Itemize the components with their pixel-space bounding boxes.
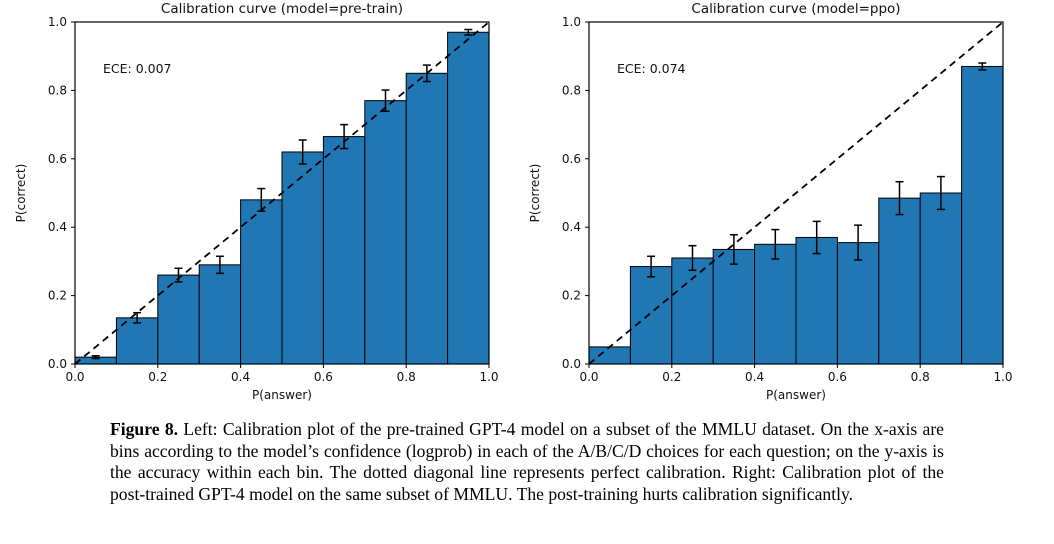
y-tick-label: 0.0 bbox=[48, 357, 67, 371]
x-tick-label: 0.2 bbox=[148, 370, 167, 384]
x-tick-label: 0.0 bbox=[65, 370, 84, 384]
y-tick-label: 0.6 bbox=[48, 152, 67, 166]
y-tick-label: 0.8 bbox=[562, 83, 581, 97]
chart-title: Calibration curve (model=ppo) bbox=[691, 1, 901, 17]
bar bbox=[322, 136, 366, 365]
x-tick-label: 0.2 bbox=[662, 370, 681, 384]
bar bbox=[712, 248, 756, 365]
y-tick-label: 0.2 bbox=[562, 289, 581, 303]
x-tick-label: 0.4 bbox=[745, 370, 764, 384]
y-tick-label: 1.0 bbox=[562, 15, 581, 29]
y-tick-label: 0.4 bbox=[48, 220, 67, 234]
y-tick-label: 0.4 bbox=[562, 220, 581, 234]
ece-annotation: ECE: 0.074 bbox=[617, 61, 686, 76]
bar bbox=[364, 100, 407, 365]
chart-title: Calibration curve (model=pre-train) bbox=[160, 1, 404, 17]
x-axis-label: P(answer) bbox=[252, 388, 312, 402]
plot-frame bbox=[74, 21, 490, 365]
x-tick-label: 0.8 bbox=[911, 370, 930, 384]
x-tick-label: 1.0 bbox=[993, 370, 1012, 384]
x-tick-label: 0.6 bbox=[314, 370, 333, 384]
bar bbox=[447, 31, 490, 365]
x-tick-label: 0.6 bbox=[828, 370, 847, 384]
bar bbox=[878, 197, 921, 365]
bar bbox=[671, 257, 714, 365]
diagonal-line bbox=[588, 21, 1004, 365]
bar bbox=[281, 151, 324, 365]
x-tick-label: 0.4 bbox=[231, 370, 250, 384]
calibration-chart-pretrain: Calibration curve (model=pre-train) ECE:… bbox=[0, 0, 527, 412]
calibration-plot-pretrain: 0.0 0.2 0.4 0.6 0.8 1.0 0.0 0.2 0.4 0.6 0.8 1.0 bbox=[48, 15, 499, 384]
figure-caption: Figure 8. Left: Calibration plot of the … bbox=[110, 419, 944, 506]
bar bbox=[754, 243, 797, 365]
y-tick-label: 0.6 bbox=[562, 152, 581, 166]
x-tick-label: 0.8 bbox=[397, 370, 416, 384]
calibration-plot-ppo: 0.0 0.2 0.4 0.6 0.8 1.0 0.0 0.2 0.4 0.6 0.8 1.0 bbox=[562, 15, 1013, 384]
bar bbox=[836, 242, 880, 365]
x-tick-label: 0.0 bbox=[579, 370, 598, 384]
bar bbox=[240, 199, 283, 365]
bar bbox=[405, 72, 449, 365]
bar bbox=[588, 346, 631, 365]
x-tick-label: 1.0 bbox=[479, 370, 498, 384]
bar bbox=[157, 274, 200, 365]
bar bbox=[795, 236, 838, 365]
bar bbox=[629, 266, 673, 365]
figure-caption-text: Left: Calibration plot of the pre-traine… bbox=[110, 419, 944, 505]
bar bbox=[198, 264, 242, 365]
y-tick-label: 1.0 bbox=[48, 15, 67, 29]
diagonal-line bbox=[74, 21, 490, 365]
calibration-chart-ppo: Calibration curve (model=ppo) ECE: 0.074… bbox=[514, 0, 1041, 412]
y-tick-label: 0.0 bbox=[562, 357, 581, 371]
bar bbox=[919, 192, 963, 365]
bar bbox=[961, 65, 1004, 365]
figure-caption-label: Figure 8. bbox=[110, 419, 179, 439]
y-tick-label: 0.2 bbox=[48, 289, 67, 303]
x-axis-label: P(answer) bbox=[766, 388, 826, 402]
ece-annotation: ECE: 0.007 bbox=[103, 61, 172, 76]
y-tick-label: 0.8 bbox=[48, 83, 67, 97]
plot-frame bbox=[588, 21, 1004, 365]
